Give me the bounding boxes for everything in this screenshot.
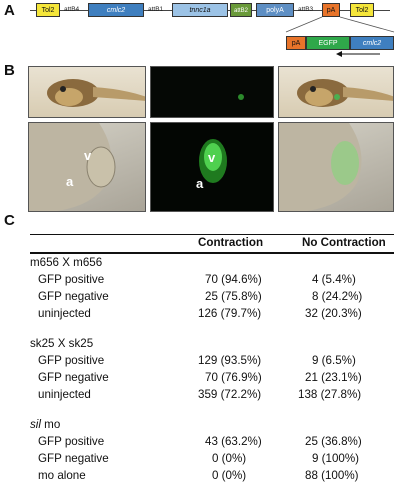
construct-diagram: Tol2 attB4 cmlc2 attB1 tnnc1a attB2 poly… bbox=[30, 0, 400, 60]
no-contraction-cell: 9 (100%) bbox=[312, 452, 360, 465]
heart-merged-image bbox=[279, 123, 362, 211]
fluorescence-heart-photo bbox=[150, 122, 274, 212]
row-label: GFP negative bbox=[38, 290, 109, 303]
ventricle-label-brightfield: v bbox=[84, 148, 92, 163]
panel-label-a: A bbox=[4, 2, 15, 19]
contraction-cell: 25 (75.8%) bbox=[205, 290, 262, 303]
contraction-cell: 126 (79.7%) bbox=[198, 307, 262, 320]
attb4-label: attB4 bbox=[64, 6, 80, 13]
inset-pa-box: pA bbox=[286, 36, 306, 50]
attb3-label: attB3 bbox=[298, 6, 314, 13]
embryo-merged-image bbox=[297, 79, 393, 107]
contraction-cell: 0 (0%) bbox=[212, 469, 247, 482]
no-contraction-cell: 25 (36.8%) bbox=[305, 435, 362, 448]
row-label: uninjected bbox=[38, 307, 91, 320]
contraction-cell: 43 (63.2%) bbox=[205, 435, 262, 448]
row-label: GFP positive bbox=[38, 273, 105, 286]
contraction-cell: 70 (94.6%) bbox=[205, 273, 262, 286]
no-contraction-cell: 138 (27.8%) bbox=[298, 388, 362, 401]
no-contraction-cell: 8 (24.2%) bbox=[312, 290, 363, 303]
table-header-rule bbox=[30, 252, 394, 254]
ventricle-label-fluorescence: v bbox=[208, 150, 216, 165]
contraction-cell: 129 (93.5%) bbox=[198, 354, 262, 367]
attb1-label: attB1 bbox=[148, 6, 164, 13]
group-title-rest: mo bbox=[40, 418, 61, 431]
col-header-contraction: Contraction bbox=[198, 236, 264, 249]
no-contraction-cell: 21 (23.1%) bbox=[305, 371, 362, 384]
row-label: GFP positive bbox=[38, 354, 105, 367]
contraction-cell: 0 (0%) bbox=[212, 452, 247, 465]
no-contraction-cell: 88 (100%) bbox=[305, 469, 359, 482]
pa-box: pA bbox=[322, 3, 340, 17]
brightfield-whole-photo bbox=[28, 66, 146, 118]
contraction-cell: 70 (76.9%) bbox=[205, 371, 262, 384]
cmlc2-box: cmlc2 bbox=[88, 3, 144, 17]
merged-whole-photo bbox=[278, 66, 394, 118]
atrium-label-brightfield: a bbox=[66, 174, 74, 189]
row-label: mo alone bbox=[38, 469, 86, 482]
row-label: GFP positive bbox=[38, 435, 105, 448]
embryo-image bbox=[47, 79, 145, 107]
heart-gfp-image bbox=[199, 139, 227, 183]
fluorescence-whole-photo bbox=[150, 66, 274, 118]
heart-image bbox=[29, 123, 116, 211]
tol2-right-box: Tol2 bbox=[350, 3, 374, 17]
group-title-italic: sil bbox=[30, 418, 41, 431]
inset-egfp-box: EGFP bbox=[306, 36, 350, 50]
gfp-signal bbox=[238, 94, 244, 100]
row-label: uninjected bbox=[38, 388, 91, 401]
panel-label-b: B bbox=[4, 62, 15, 79]
inset-cmlc2-box: cmlc2 bbox=[350, 36, 394, 50]
row-label: GFP negative bbox=[38, 371, 109, 384]
group-title: sil mo bbox=[30, 418, 60, 431]
polya-box: polyA bbox=[256, 3, 294, 17]
attb2-box: attB2 bbox=[230, 3, 252, 17]
brightfield-heart-photo bbox=[28, 122, 146, 212]
group-title: sk25 X sk25 bbox=[30, 337, 94, 350]
merged-heart-photo bbox=[278, 122, 394, 212]
group-title: m656 X m656 bbox=[30, 256, 103, 269]
col-header-no-contraction: No Contraction bbox=[302, 236, 386, 249]
row-label: GFP negative bbox=[38, 452, 109, 465]
contraction-cell: 359 (72.2%) bbox=[198, 388, 262, 401]
atrium-label-fluorescence: a bbox=[196, 176, 204, 191]
tol2-left-box: Tol2 bbox=[36, 3, 60, 17]
no-contraction-cell: 9 (6.5%) bbox=[312, 354, 356, 367]
no-contraction-cell: 32 (20.3%) bbox=[305, 307, 362, 320]
panel-label-c: C bbox=[4, 212, 15, 229]
tnnc1a-box: tnnc1a bbox=[172, 3, 228, 17]
no-contraction-cell: 4 (5.4%) bbox=[312, 273, 356, 286]
zoom-lines bbox=[285, 16, 395, 57]
table-top-rule bbox=[30, 234, 394, 235]
